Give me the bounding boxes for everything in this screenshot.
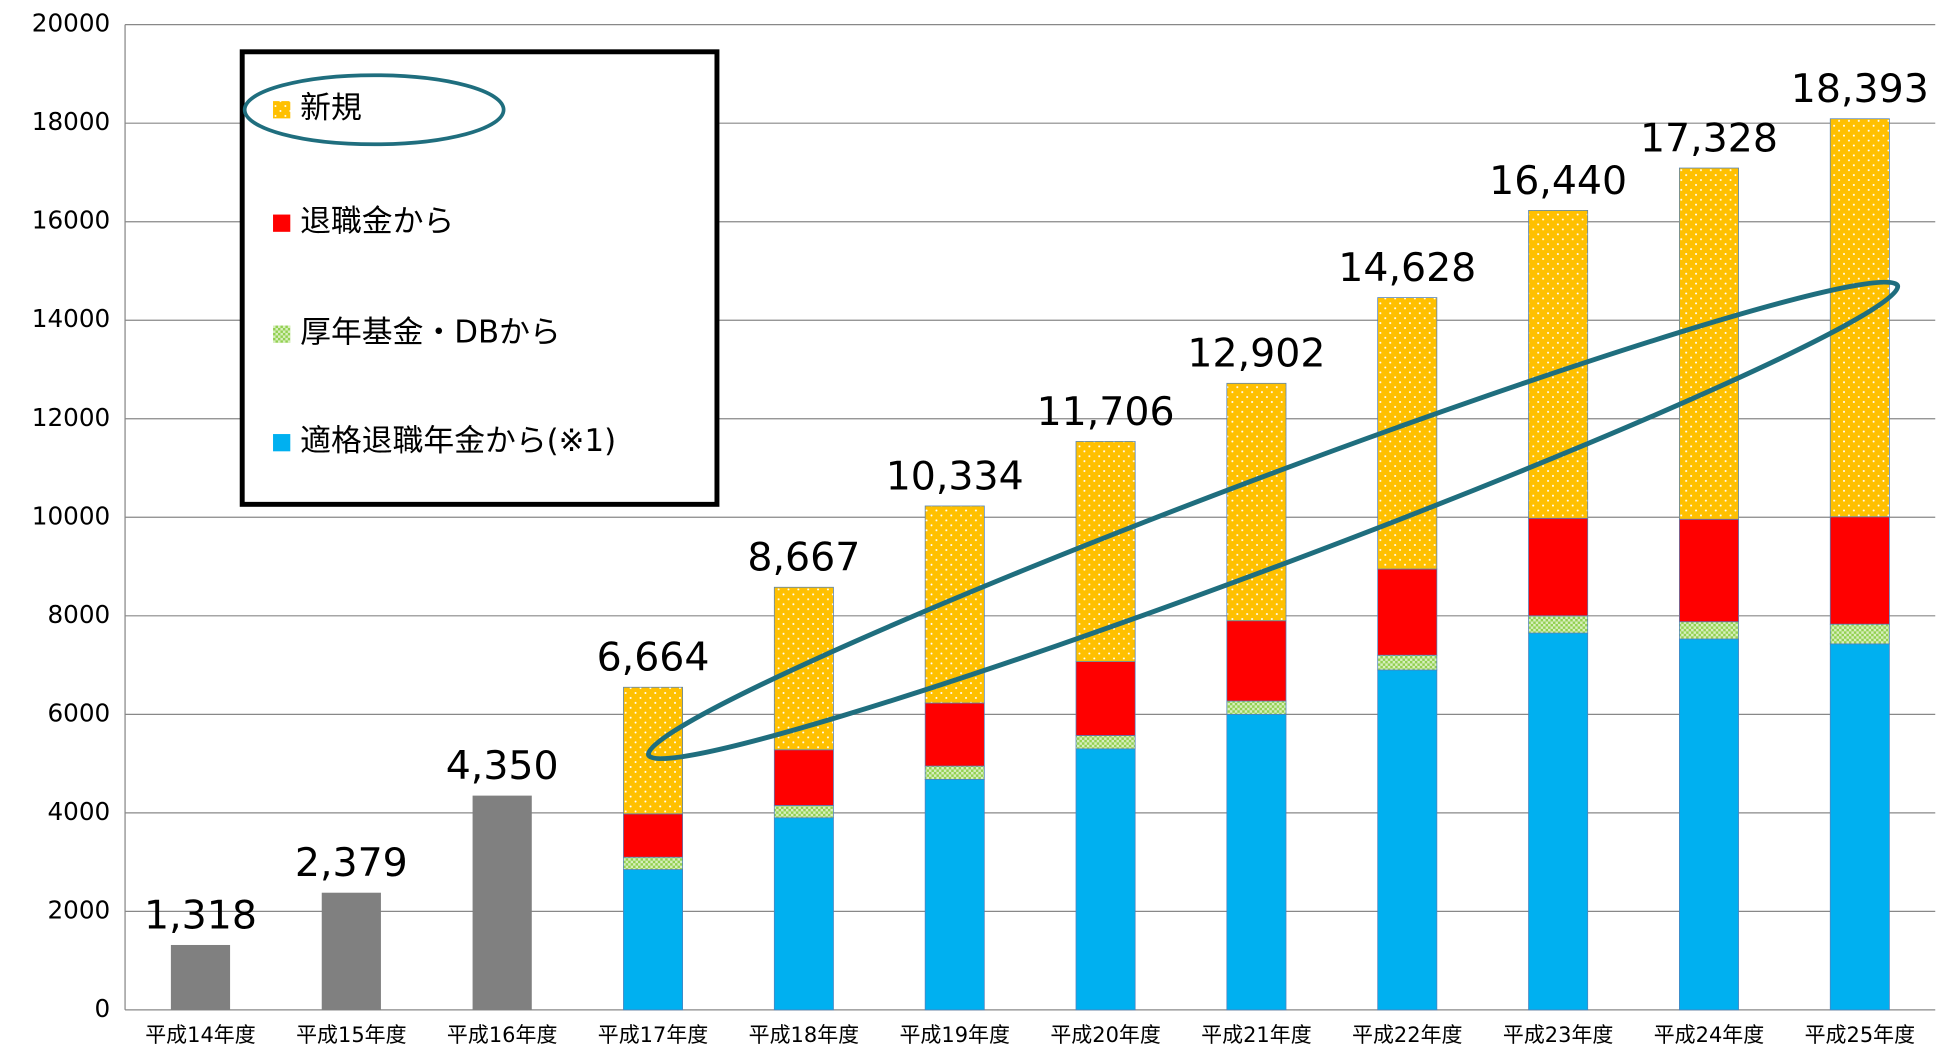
y-tick-label: 2000	[48, 895, 111, 924]
total-label: 12,902	[1187, 331, 1325, 377]
y-tick-label: 12000	[32, 403, 110, 432]
legend-swatch	[273, 325, 291, 343]
bar-segment	[1679, 518, 1739, 623]
bar-segment	[1377, 669, 1438, 1011]
total-label: 16,440	[1489, 158, 1627, 204]
y-tick-label: 14000	[32, 304, 110, 333]
bar-segment	[472, 795, 532, 1010]
bar-segment	[773, 817, 834, 1011]
x-tick-label: 平成16年度	[447, 1023, 558, 1047]
bar-segment	[924, 778, 985, 1011]
bar-segment	[623, 686, 683, 815]
trend-ellipse	[645, 279, 1901, 762]
x-tick-label: 平成20年度	[1050, 1023, 1161, 1047]
x-tick-label: 平成15年度	[296, 1023, 407, 1047]
bar-segment	[924, 702, 985, 767]
bar-segment	[1528, 517, 1589, 617]
bar-segment	[1075, 661, 1136, 736]
total-label: 14,628	[1338, 245, 1476, 291]
total-label: 6,664	[597, 635, 710, 681]
y-tick-label: 0	[95, 994, 111, 1023]
total-label: 1,318	[144, 892, 257, 938]
bar-segment	[623, 856, 683, 870]
legend-swatch	[273, 214, 291, 232]
x-tick-label: 平成19年度	[899, 1023, 1010, 1047]
total-label: 11,706	[1037, 389, 1175, 435]
x-tick-label: 平成22年度	[1352, 1023, 1463, 1047]
x-tick-label: 平成23年度	[1503, 1023, 1614, 1047]
total-label: 8,667	[747, 535, 860, 581]
legend-label: 新規	[300, 90, 362, 126]
x-tick-label: 平成25年度	[1805, 1023, 1916, 1047]
x-tick-label: 平成24年度	[1654, 1023, 1765, 1047]
bar-segment	[1377, 568, 1438, 656]
total-label: 17,328	[1640, 115, 1778, 161]
total-label: 4,350	[446, 743, 559, 789]
total-label: 10,334	[886, 453, 1024, 499]
bar-segment	[623, 813, 683, 858]
legend-swatch	[273, 434, 291, 452]
bar-segment	[1528, 632, 1589, 1011]
bar-segment	[1528, 615, 1589, 634]
x-tick-label: 平成14年度	[145, 1023, 256, 1047]
bar-segment	[1679, 621, 1739, 640]
bar-segment	[1829, 623, 1890, 645]
bar-segment	[623, 869, 683, 1011]
bar-segment	[1829, 516, 1890, 625]
bar-segment	[1075, 735, 1136, 750]
bar-segment	[170, 944, 231, 1010]
total-label: 18,393	[1791, 66, 1929, 112]
bar-segment	[1075, 748, 1136, 1011]
bar-segment	[924, 765, 985, 780]
legend-label: 厚年基金・DBから	[300, 315, 561, 351]
bar-segment	[773, 805, 834, 819]
bar-segment	[1226, 713, 1287, 1011]
x-tick-label: 平成18年度	[749, 1023, 860, 1047]
y-tick-label: 8000	[48, 600, 111, 629]
legend-box	[239, 49, 720, 507]
bar-segment	[1226, 700, 1287, 715]
y-tick-label: 20000	[32, 9, 110, 38]
legend-label: 退職金から	[300, 204, 454, 240]
bar-segment	[1226, 382, 1287, 622]
y-tick-label: 18000	[32, 107, 110, 136]
x-tick-label: 平成21年度	[1201, 1023, 1312, 1047]
bar-segment	[773, 749, 834, 806]
legend-swatch	[273, 101, 291, 119]
bar-segment	[1679, 638, 1739, 1011]
highlight-ellipse	[242, 73, 506, 147]
bar-segment	[1679, 167, 1739, 520]
bar-segment	[321, 892, 381, 1010]
bar-segment	[1075, 441, 1136, 662]
bar-segment	[1829, 643, 1890, 1011]
total-label: 2,379	[295, 840, 408, 886]
y-tick-label: 6000	[48, 698, 111, 727]
y-tick-label: 16000	[32, 206, 110, 235]
bar-segment	[1377, 654, 1438, 671]
y-tick-label: 4000	[48, 797, 111, 826]
y-tick-label: 10000	[32, 501, 110, 530]
x-tick-label: 平成17年度	[598, 1023, 709, 1047]
legend-label: 適格退職年金から(※1)	[300, 423, 616, 459]
bar-segment	[1226, 620, 1287, 702]
